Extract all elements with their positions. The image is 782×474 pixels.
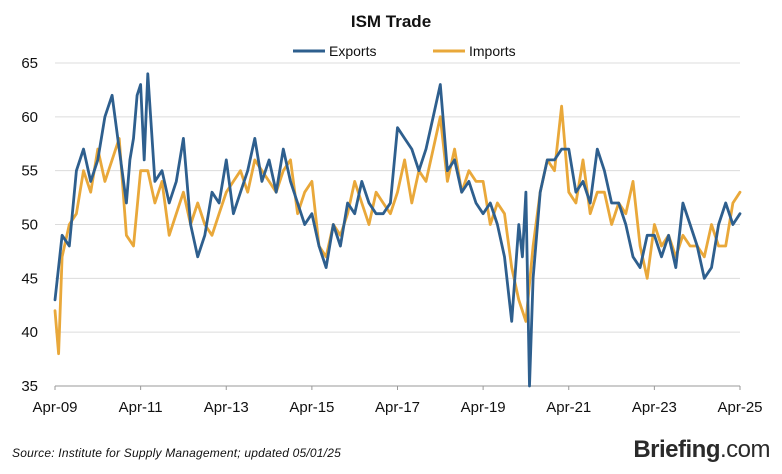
y-tick-label: 65 <box>21 55 38 72</box>
series-line-imports <box>53 104 742 356</box>
x-tick-label: Apr-09 <box>32 399 77 416</box>
brand-name: Briefing <box>633 436 720 463</box>
chart-title: ISM Trade <box>351 12 431 31</box>
x-tick-label: Apr-11 <box>119 399 163 416</box>
y-tick-label: 60 <box>21 109 38 126</box>
legend-label-exports: Exports <box>329 43 376 59</box>
legend-label-imports: Imports <box>469 43 516 59</box>
x-tick-label: Apr-21 <box>546 399 591 416</box>
x-tick-label: Apr-17 <box>375 399 420 416</box>
x-tick-label: Apr-23 <box>632 399 677 416</box>
brand-suffix: .com <box>719 436 771 463</box>
series-line-exports <box>53 72 742 388</box>
y-tick-label: 35 <box>21 378 38 395</box>
y-tick-label: 45 <box>21 270 38 287</box>
x-tick-label: Apr-13 <box>204 399 249 416</box>
y-axis-ticks: 35 40 45 50 55 60 65 <box>21 55 38 395</box>
y-tick-label: 40 <box>21 324 38 341</box>
y-tick-label: 55 <box>21 163 38 180</box>
source-note: Source: Institute for Supply Management;… <box>12 446 341 460</box>
x-tick-label: Apr-25 <box>717 399 762 416</box>
y-tick-label: 50 <box>21 217 38 234</box>
x-tick-label: Apr-15 <box>289 399 334 416</box>
series-layer <box>53 72 742 388</box>
x-axis-ticks: Apr-09 Apr-11 Apr-13 Apr-15 Apr-17 Apr-19 Apr-… <box>32 386 763 416</box>
legend: Exports Imports <box>293 43 516 59</box>
brand-logo: Briefing.com <box>633 436 770 464</box>
x-tick-label: Apr-19 <box>461 399 506 416</box>
